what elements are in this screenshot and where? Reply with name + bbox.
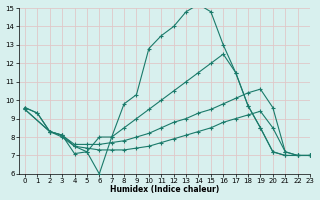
X-axis label: Humidex (Indice chaleur): Humidex (Indice chaleur) [110, 185, 219, 194]
